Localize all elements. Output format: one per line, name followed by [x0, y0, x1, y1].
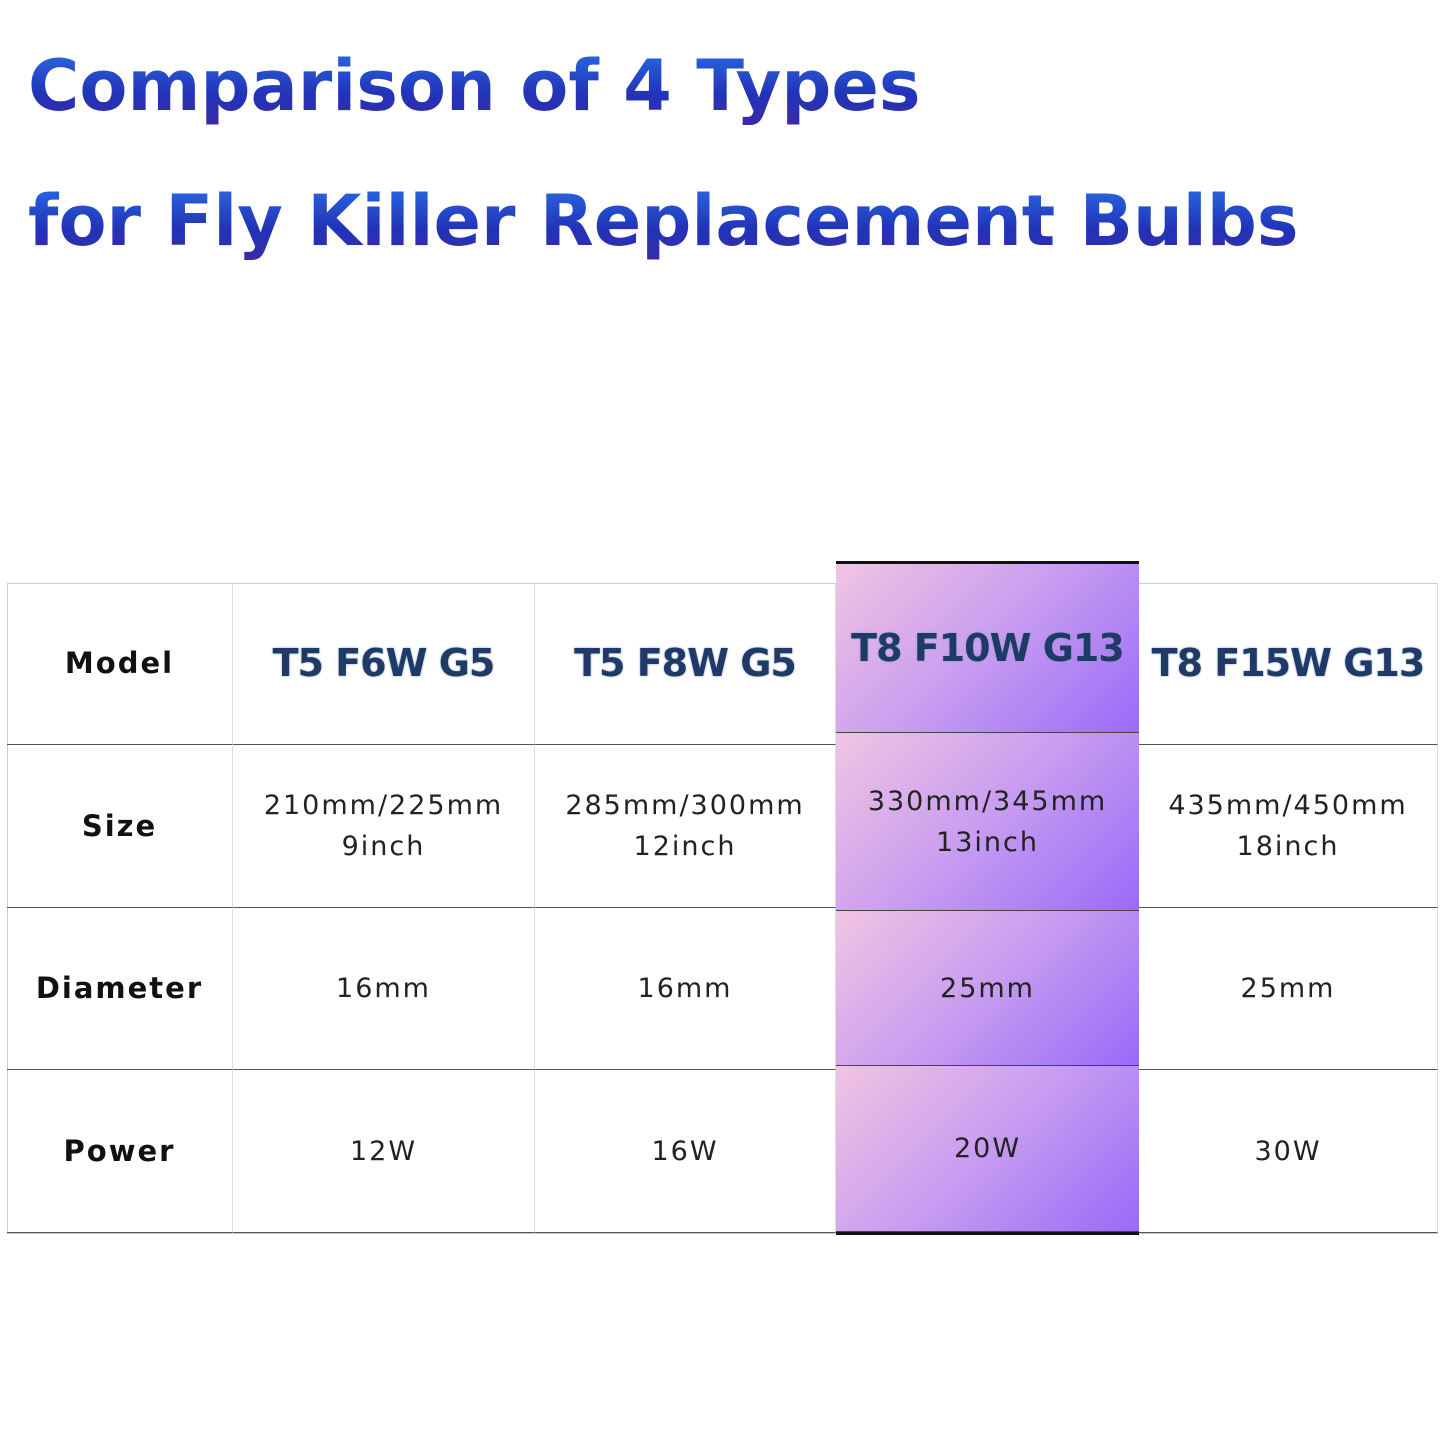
table-cell: 25mm [1139, 908, 1438, 1070]
table-cell: 12W [233, 1070, 535, 1233]
cell-line: 13inch [936, 826, 1039, 858]
cell-line: 285mm/300mm [565, 790, 805, 821]
table-cell: 210mm/225mm 9inch [233, 745, 535, 908]
table-cell: 435mm/450mm 18inch [1139, 745, 1438, 908]
table-cell: T8 F15W G13 [1139, 583, 1438, 745]
table-cell: 285mm/300mm 12inch [535, 745, 836, 908]
cell-line: 330mm/345mm [867, 785, 1108, 817]
cell-line: 9inch [341, 831, 426, 862]
title-line: for Fly Killer Replacement Bulbs [28, 180, 1299, 262]
table-cell: 330mm/345mm 13inch [836, 733, 1139, 911]
cell-line: 210mm/225mm [263, 790, 504, 821]
table-cell: 16W [535, 1070, 836, 1233]
table-cell: Power [7, 1070, 233, 1233]
table-cell: Size [7, 745, 233, 908]
table-cell: 16mm [535, 908, 836, 1070]
table-cell: T8 F10W G13 [836, 564, 1139, 733]
title-line: Comparison of 4 Types [28, 45, 921, 127]
table-cell: 30W [1139, 1070, 1438, 1233]
table-cell: 16mm [233, 908, 535, 1070]
table-cell: 20W [836, 1066, 1139, 1232]
table-cell: Model [7, 583, 233, 745]
table-cell: T5 F6W G5 [233, 583, 535, 745]
table-cell: 25mm [836, 911, 1139, 1066]
table-cell: Diameter [7, 908, 233, 1070]
table-cell: T5 F8W G5 [535, 583, 836, 745]
cell-line: 435mm/450mm [1168, 790, 1408, 821]
cell-line: 12inch [633, 831, 737, 862]
cell-line: 18inch [1236, 831, 1340, 862]
